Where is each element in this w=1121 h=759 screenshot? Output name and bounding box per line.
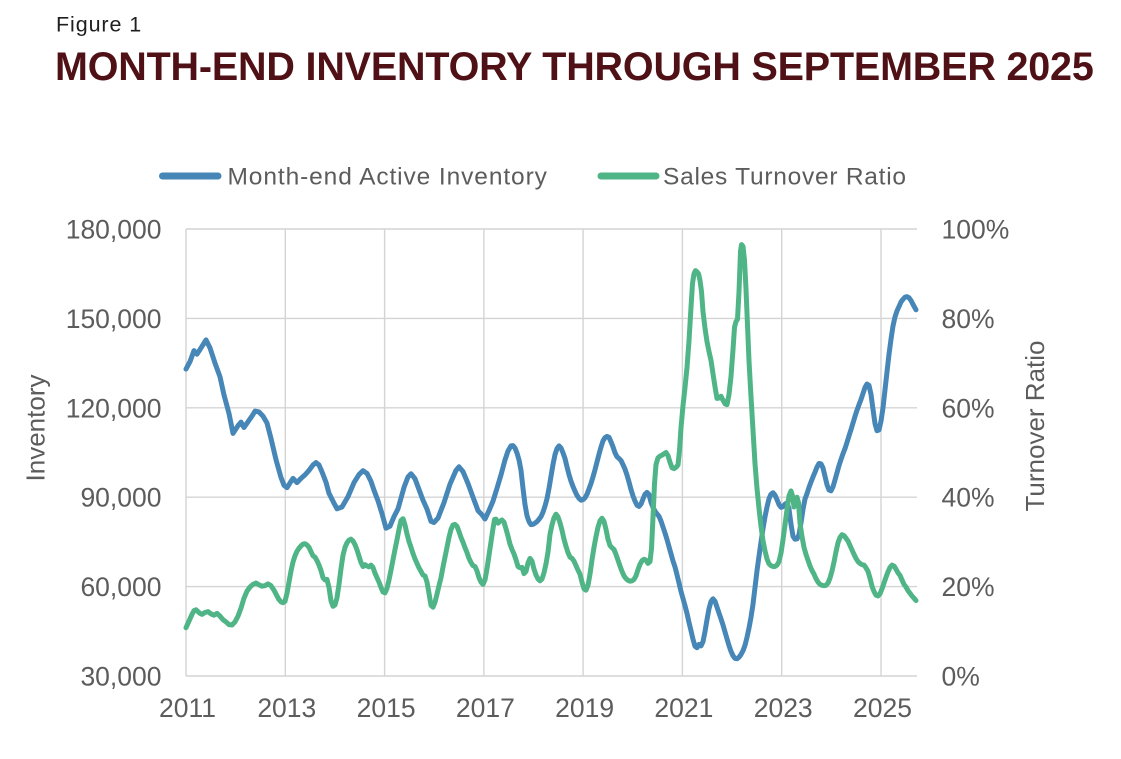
svg-text:2019: 2019 [555,693,614,723]
svg-text:Month-end Active Inventory: Month-end Active Inventory [228,164,548,191]
svg-text:20%: 20% [942,572,995,602]
svg-text:2021: 2021 [654,693,713,723]
svg-text:0%: 0% [942,662,980,692]
svg-text:Figure 1: Figure 1 [56,13,142,37]
svg-text:90,000: 90,000 [80,483,161,513]
svg-text:2017: 2017 [456,693,515,723]
svg-text:150,000: 150,000 [66,304,162,334]
svg-text:30,000: 30,000 [80,662,161,692]
svg-text:180,000: 180,000 [66,215,162,245]
svg-text:100%: 100% [942,215,1010,245]
svg-text:MONTH-END INVENTORY THROUGH SE: MONTH-END INVENTORY THROUGH SEPTEMBER 20… [55,45,1094,89]
svg-text:2023: 2023 [754,693,813,723]
svg-text:80%: 80% [942,304,995,334]
svg-text:40%: 40% [942,483,995,513]
svg-text:60,000: 60,000 [80,572,161,602]
svg-text:2013: 2013 [257,693,316,723]
svg-text:2011: 2011 [159,693,216,723]
svg-text:60%: 60% [942,393,995,423]
svg-text:Turnover Ratio: Turnover Ratio [1020,341,1050,512]
svg-text:Sales Turnover Ratio: Sales Turnover Ratio [663,164,907,191]
svg-text:2025: 2025 [853,693,912,723]
svg-text:120,000: 120,000 [66,393,162,423]
svg-text:2015: 2015 [357,693,416,723]
svg-text:Inventory: Inventory [20,375,50,482]
